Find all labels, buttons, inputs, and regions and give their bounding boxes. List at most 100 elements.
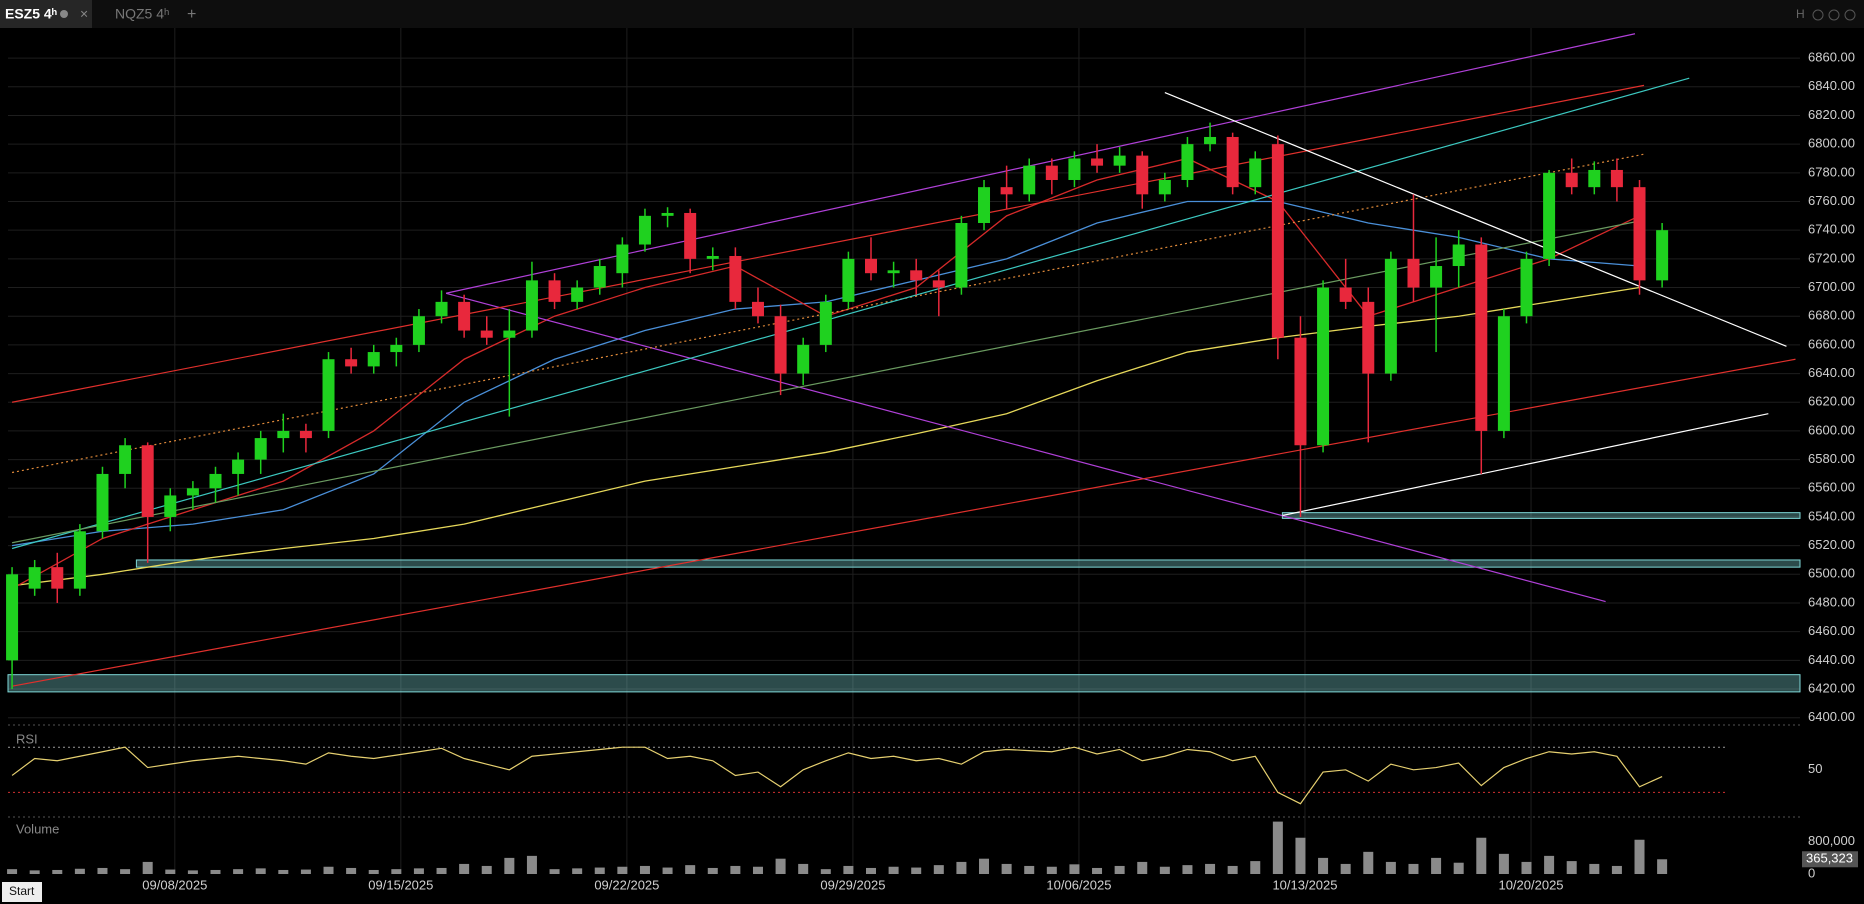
candle-body [978, 187, 991, 224]
volume-bar [1159, 866, 1170, 874]
y-tick-label: 6600.00 [1808, 422, 1855, 437]
candle-body [209, 473, 222, 489]
volume-bar [1453, 862, 1464, 874]
candle-body [1565, 172, 1578, 188]
candle-body [1226, 136, 1239, 188]
volume-bar [911, 867, 922, 874]
tab-close[interactable]: × [80, 6, 88, 22]
volume-bar [1431, 857, 1442, 874]
tab-label[interactable]: ESZ5 4ʰ [5, 6, 57, 22]
candle-body [458, 301, 471, 331]
y-tick-label: 6800.00 [1808, 136, 1855, 151]
candle-body [1543, 172, 1556, 259]
volume-bar [843, 865, 854, 874]
volume-bar [165, 869, 176, 874]
trend-line [11, 84, 1645, 403]
candle-body [1430, 266, 1443, 288]
candle-body [797, 344, 810, 374]
candle-body [638, 215, 651, 245]
settings-icon[interactable] [1812, 9, 1824, 21]
start-label[interactable]: Start [9, 884, 35, 898]
candle-body [571, 287, 584, 302]
new-tab[interactable]: + [187, 6, 196, 23]
price-zone [1281, 512, 1801, 519]
volume-bar [120, 869, 131, 874]
trend-line [11, 77, 1690, 550]
y-tick-label: 6440.00 [1808, 652, 1855, 667]
candle-body [6, 574, 19, 661]
volume-bar [549, 869, 560, 874]
candle-body [1294, 337, 1307, 446]
candle-body [1497, 316, 1510, 431]
volume-bar [820, 869, 831, 874]
trend-line [445, 33, 1636, 294]
candle-body [729, 255, 742, 302]
candle-body [706, 255, 719, 259]
y-tick-label: 800,000 [1808, 833, 1855, 848]
trend-line [1164, 91, 1787, 347]
toolbar-h[interactable]: H [1796, 7, 1805, 21]
candle-body [1271, 144, 1284, 338]
x-tick-label: 10/20/2025 [1498, 877, 1563, 892]
y-tick-label: 6820.00 [1808, 107, 1855, 122]
candle-body [1181, 144, 1194, 180]
volume-bar [933, 865, 944, 874]
candle-body [864, 258, 877, 274]
y-tick-label: 6620.00 [1808, 394, 1855, 409]
candle-body [480, 330, 493, 338]
volume-bar [662, 867, 673, 874]
candle-body [254, 438, 267, 460]
candle-body [593, 266, 606, 288]
trend-line [1282, 413, 1769, 517]
tab-active [0, 0, 92, 28]
volume-bar [798, 863, 809, 874]
candle-body [412, 316, 425, 345]
x-tick-label: 09/08/2025 [142, 877, 207, 892]
candle-body [1091, 158, 1104, 166]
candle-body [1113, 155, 1126, 166]
volume-bar [1521, 861, 1532, 874]
volume-bar [1385, 861, 1396, 874]
tab-label[interactable]: NQZ5 4ʰ [115, 6, 169, 22]
candle-body [1520, 258, 1533, 317]
pane-title: RSI [16, 731, 38, 746]
volume-bar [1611, 865, 1622, 874]
candle-body [1249, 158, 1262, 188]
volume-bar [391, 869, 402, 874]
tab-status [60, 10, 68, 18]
candle-body [51, 567, 64, 589]
volume-bar [1069, 864, 1080, 874]
candle-body [1204, 136, 1217, 145]
candle-body [1588, 169, 1601, 188]
volume-bar [1227, 865, 1238, 874]
candle-body [1384, 258, 1397, 374]
settings-icon[interactable] [1844, 9, 1856, 21]
candle-body [1136, 155, 1149, 195]
y-tick-label: 6500.00 [1808, 566, 1855, 581]
settings-icon[interactable] [1828, 9, 1840, 21]
last-value-label: 365,323 [1806, 851, 1853, 866]
y-tick-label: 50 [1808, 761, 1822, 776]
volume-bar [572, 868, 583, 874]
volume-bar [368, 869, 379, 874]
volume-bar [1657, 859, 1668, 874]
candle-body [345, 359, 358, 367]
x-tick-label: 10/13/2025 [1272, 877, 1337, 892]
volume-bar [752, 866, 763, 874]
start-box[interactable] [2, 882, 42, 902]
candle-body [1452, 244, 1465, 267]
candle-body [819, 301, 832, 345]
candle-body [1656, 230, 1669, 281]
candle-body [616, 244, 629, 274]
candle-body [367, 352, 380, 367]
volume-bar [481, 865, 492, 874]
y-tick-label: 6560.00 [1808, 480, 1855, 495]
volume-bar [526, 855, 537, 874]
y-tick-label: 6760.00 [1808, 193, 1855, 208]
volume-bar [685, 865, 696, 874]
candle-body [164, 495, 177, 517]
candle-body [661, 212, 674, 216]
candle-body [73, 531, 86, 589]
volume-bar [1363, 851, 1374, 874]
